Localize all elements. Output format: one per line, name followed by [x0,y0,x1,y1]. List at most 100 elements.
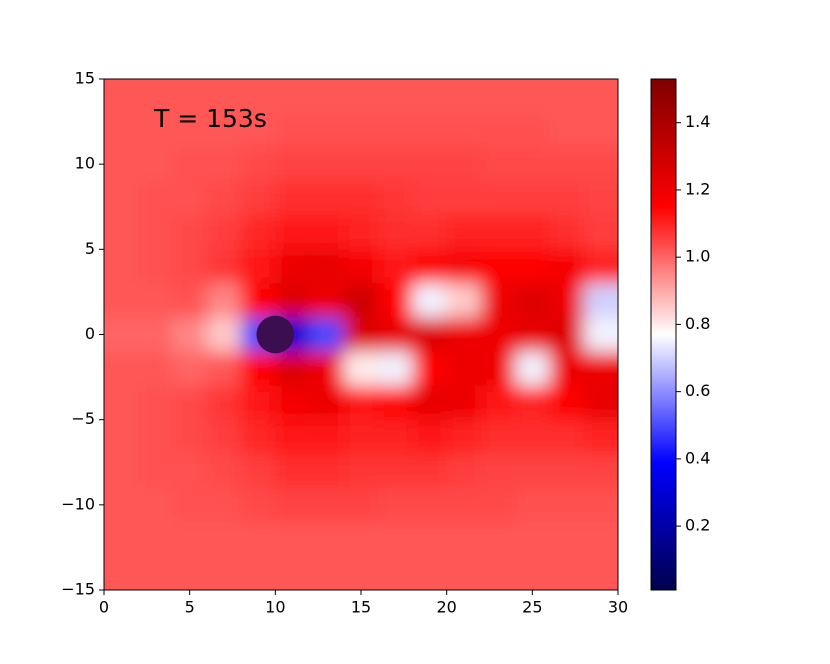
heatmap-cell [309,181,345,216]
heatmap-cell [241,181,276,216]
heatmap-cell [446,113,482,148]
heatmap-cell [309,147,345,182]
heatmap-cell [549,419,585,455]
heatmap-cell [343,419,379,455]
heatmap-cell [515,351,550,387]
heatmap-cell [275,385,311,421]
colorbar-tick-label: 0.4 [685,448,710,467]
heatmap-cell [480,351,516,387]
heatmap-cell [378,215,413,250]
heatmap-cell [446,317,482,353]
heatmap-cell [378,453,413,489]
heatmap-cell [343,181,379,216]
heatmap-cell [275,249,311,284]
heatmap-cell [378,181,413,216]
heatmap-cell [138,419,174,455]
heatmap-cell [412,351,448,387]
heatmap-cell [583,555,618,590]
heatmap-cell [138,351,174,387]
heatmap-cell [172,181,208,216]
heatmap-cell [549,283,585,318]
heatmap-cell [206,181,242,216]
heatmap-cell [378,147,413,182]
heatmap-cell [104,79,139,114]
heatmap-cell [446,79,482,114]
heatmap-cell [104,249,139,284]
heatmap-cell [138,385,174,421]
heatmap-cell [138,79,174,114]
heatmap-cell [515,249,550,284]
heatmap-cell [275,181,311,216]
heatmap-cell [206,113,242,148]
colorbar-tick-label: 0.8 [685,314,710,333]
heatmap-cell [206,487,242,523]
x-tick-label: 30 [608,598,628,617]
colorbar-tick-label: 0.2 [685,516,710,535]
heatmap-cell [241,249,276,284]
heatmap-cell [412,113,448,148]
heatmap-cell [549,453,585,489]
colorbar-tick-label: 1.2 [685,179,710,198]
heatmap-cell [241,79,276,114]
heatmap-cell [378,283,413,318]
x-tick-label: 20 [436,598,456,617]
heatmap-cell [583,249,618,284]
heatmap-cell [412,249,448,284]
heatmap-cell [412,385,448,421]
heatmap-cell [275,453,311,489]
heatmap-cell [241,555,276,590]
heatmap-cell [515,521,550,557]
heatmap-cell [104,181,139,216]
heatmap-cell [515,317,550,353]
heatmap-cell [138,147,174,182]
heatmap-cell [549,249,585,284]
heatmap-cell [275,487,311,523]
heatmap-cell [241,385,276,421]
heatmap-cell [343,79,379,114]
heatmap-cell [343,351,379,387]
heatmap-cell [515,181,550,216]
heatmap-cell [309,215,345,250]
heatmap-cell [241,113,276,148]
heatmap-cell [104,317,139,353]
heatmap-cell [309,249,345,284]
heatmap-cell [172,487,208,523]
heatmap-cell [583,79,618,114]
x-tick-label: 15 [351,598,371,617]
heatmap-cell [206,453,242,489]
heatmap-cell [172,147,208,182]
heatmap-cell [378,249,413,284]
heatmap-cell [480,385,516,421]
heatmap-cell [378,351,413,387]
heatmap-cell [480,249,516,284]
heatmap-cell [206,555,242,590]
y-tick-label: 15 [75,69,95,88]
x-tick-label: 10 [265,598,285,617]
heatmap-cell [583,351,618,387]
colorbar [650,78,677,591]
heatmap-cell [446,555,482,590]
heatmap-cell [138,283,174,318]
heatmap-cell [412,555,448,590]
heatmap-cell [480,453,516,489]
heatmap-cell [343,113,379,148]
heatmap-cell [515,113,550,148]
heatmap-cell [515,147,550,182]
heatmap-cell [104,385,139,421]
heatmap-cell [172,351,208,387]
heatmap-cell [515,79,550,114]
heatmap-cell [480,181,516,216]
heatmap-cell [206,521,242,557]
x-tick-label: 0 [99,598,109,617]
heatmap-cell [343,453,379,489]
heatmap-cell [515,419,550,455]
heatmap-cell [241,351,276,387]
heatmap-cell [583,487,618,523]
heatmap-cell [104,113,139,148]
heatmap-cell [104,453,139,489]
heatmap-cell [515,487,550,523]
heatmap-cell [412,283,448,318]
heatmap-cell [549,351,585,387]
heatmap-cell [138,521,174,557]
heatmap-cell [515,555,550,590]
